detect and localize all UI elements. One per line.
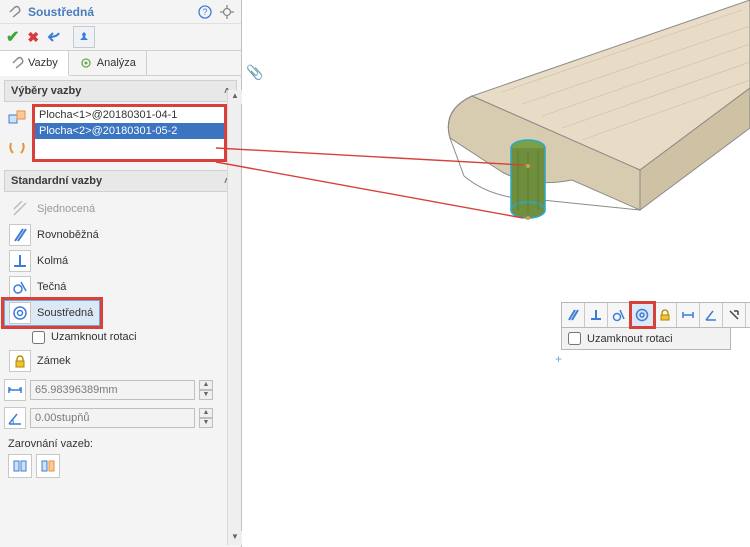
angle-icon <box>4 407 26 429</box>
tab-label: Vazby <box>28 57 58 69</box>
lock-rotation-row[interactable]: Uzamknout rotaci <box>4 326 225 348</box>
multi-mate-icon[interactable] <box>6 138 28 160</box>
distance-input[interactable] <box>30 380 195 400</box>
ctx-parallel-button[interactable] <box>562 303 585 327</box>
mate-label: Kolmá <box>37 255 68 267</box>
section-header-standard[interactable]: Standardní vazby ˄ <box>4 170 237 192</box>
parallel-icon <box>9 224 31 246</box>
mate-lock[interactable]: Zámek <box>4 348 225 374</box>
help-icon[interactable]: ? <box>197 4 213 20</box>
scroll-down-icon[interactable]: ▼ <box>228 531 242 545</box>
mate-concentric[interactable]: Soustředná <box>4 300 100 326</box>
ok-icon[interactable]: ✔ <box>6 27 19 47</box>
entities-icon[interactable] <box>6 108 28 130</box>
concentric-icon <box>9 302 31 324</box>
svg-text:?: ? <box>202 7 207 17</box>
mate-label: Zámek <box>37 355 71 367</box>
mate-label: Sjednocená <box>37 203 95 215</box>
mate-perpendicular[interactable]: Kolmá <box>4 248 225 274</box>
confirm-row: ✔ ✖ <box>0 24 241 50</box>
viewport-3d[interactable]: 📎 <box>242 0 750 547</box>
align-same-button[interactable] <box>8 454 32 478</box>
align-opposite-button[interactable] <box>36 454 60 478</box>
panel-header: Soustředná ? <box>0 0 241 24</box>
selection-listbox[interactable]: Plocha<1>@20180301-04-1 Plocha<2>@201803… <box>34 106 225 160</box>
plus-icon: + <box>555 352 562 366</box>
lock-rotation-label: Uzamknout rotaci <box>51 331 137 343</box>
property-panel: Soustředná ? ✔ ✖ Vazby Analýza <box>0 0 242 547</box>
section-header-selection[interactable]: Výběry vazby ˄ <box>4 80 237 102</box>
ctx-lock-rotation-row[interactable]: Uzamknout rotaci <box>561 328 731 350</box>
mate-clip-icon <box>6 4 22 20</box>
coincident-icon <box>9 198 31 220</box>
selection-side-icons <box>4 106 30 160</box>
distance-row: ▲▼ <box>4 378 213 402</box>
section-title: Standardní vazby <box>11 175 102 187</box>
mate-tab-icon <box>10 56 24 70</box>
ctx-lock-rotation-checkbox[interactable] <box>568 332 581 345</box>
angle-spinner[interactable]: ▲▼ <box>199 408 213 428</box>
context-mate-toolbar: Uzamknout rotaci + <box>561 302 750 350</box>
ctx-perpendicular-button[interactable] <box>585 303 608 327</box>
ctx-tangent-button[interactable] <box>608 303 631 327</box>
tangent-icon <box>9 276 31 298</box>
ctx-undo-button[interactable] <box>746 303 750 327</box>
distance-icon <box>4 379 26 401</box>
list-item[interactable]: Plocha<2>@20180301-05-2 <box>35 123 224 139</box>
perpendicular-icon <box>9 250 31 272</box>
angle-input[interactable] <box>30 408 195 428</box>
ctx-concentric-button[interactable] <box>631 303 654 327</box>
tab-vazby[interactable]: Vazby <box>0 51 69 76</box>
lock-rotation-checkbox[interactable] <box>32 331 45 344</box>
ctx-lock-button[interactable] <box>654 303 677 327</box>
mate-label: Tečná <box>37 281 66 293</box>
section-selection: Výběry vazby ˄ Plocha<1>@20180301-04-1 P… <box>0 76 241 166</box>
pin-button[interactable] <box>73 26 95 48</box>
model-render <box>242 0 750 300</box>
angle-row: ▲▼ <box>4 406 213 430</box>
ctx-flip-button[interactable] <box>723 303 746 327</box>
options-icon[interactable] <box>219 4 235 20</box>
scroll-up-icon[interactable]: ▲ <box>228 90 242 104</box>
lock-icon <box>9 350 31 372</box>
undo-redo-icon[interactable] <box>47 30 65 44</box>
alignment-label: Zarovnání vazeb: <box>4 438 225 450</box>
mate-coincident: Sjednocená <box>4 196 225 222</box>
distance-spinner[interactable]: ▲▼ <box>199 380 213 400</box>
section-standard: Standardní vazby ˄ Sjednocená Rovnoběžná <box>0 166 241 484</box>
mate-label: Soustředná <box>37 307 93 319</box>
mate-tangent[interactable]: Tečná <box>4 274 225 300</box>
ctx-angle-button[interactable] <box>700 303 723 327</box>
ctx-distance-button[interactable] <box>677 303 700 327</box>
list-item[interactable]: Plocha<1>@20180301-04-1 <box>35 107 224 123</box>
alignment-buttons <box>8 454 225 478</box>
section-title: Výběry vazby <box>11 85 81 97</box>
mate-label: Rovnoběžná <box>37 229 99 241</box>
tab-label: Analýza <box>97 57 136 69</box>
cancel-icon[interactable]: ✖ <box>27 29 39 46</box>
panel-scrollbar[interactable]: ▲ ▼ <box>227 90 241 545</box>
panel-title: Soustředná <box>28 5 191 19</box>
panel-tabs: Vazby Analýza <box>0 50 241 76</box>
analysis-tab-icon <box>79 56 93 70</box>
mate-parallel[interactable]: Rovnoběžná <box>4 222 225 248</box>
tab-analyza[interactable]: Analýza <box>69 51 147 75</box>
ctx-lock-rotation-label: Uzamknout rotaci <box>587 333 673 345</box>
